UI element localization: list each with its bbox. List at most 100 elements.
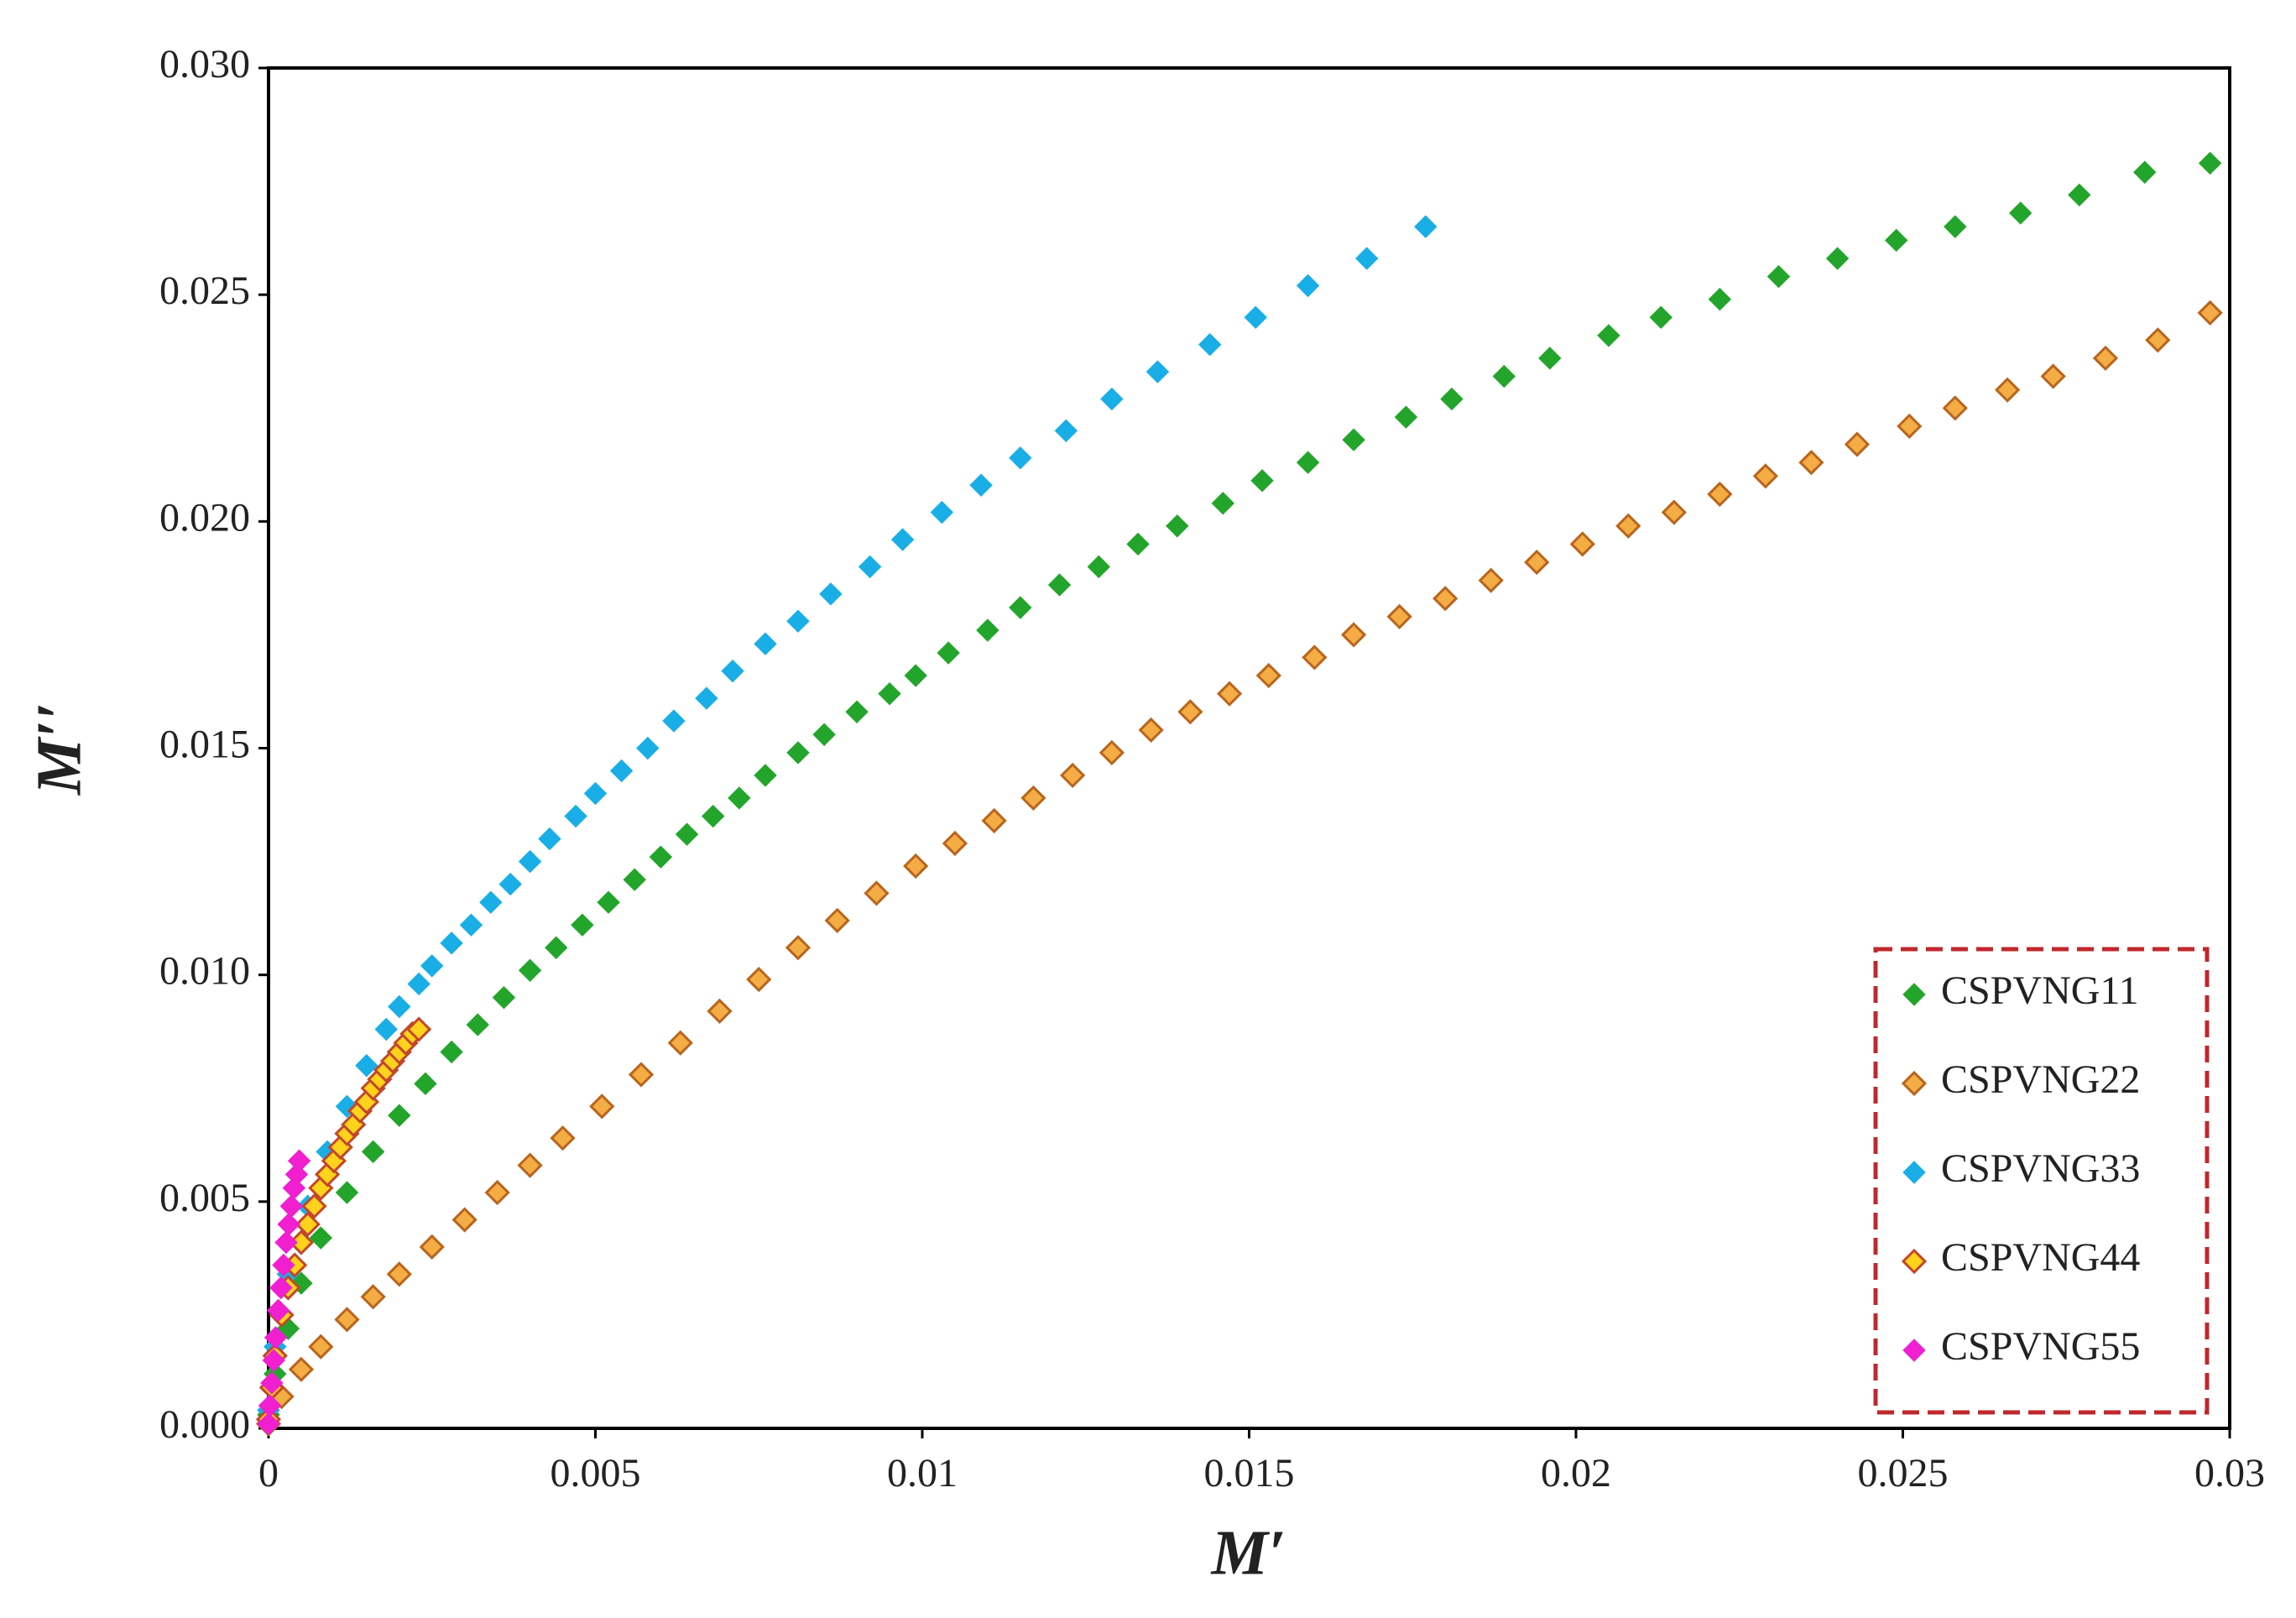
point (824, 907, 850, 933)
point (414, 1072, 437, 1096)
point (746, 966, 772, 993)
point (269, 1276, 293, 1300)
point (1615, 513, 1641, 539)
point (937, 641, 960, 665)
point (1432, 586, 1458, 612)
point (707, 998, 733, 1025)
series (257, 215, 1438, 1422)
y-tick-label: 0.015 (159, 723, 250, 767)
series (255, 300, 2223, 1437)
point (904, 664, 927, 687)
point (969, 473, 993, 497)
point (451, 1207, 477, 1233)
point (819, 582, 843, 606)
y-axis-title: M′′ (23, 702, 94, 796)
point (721, 659, 744, 683)
legend-marker (1902, 1161, 1926, 1184)
point (1844, 431, 1871, 457)
point (287, 1149, 311, 1172)
legend-marker (1901, 1070, 1928, 1097)
point (564, 804, 587, 828)
point (1255, 662, 1281, 689)
point (583, 781, 608, 806)
point (266, 1298, 290, 1323)
y-tick-label: 0.010 (159, 949, 250, 994)
plot-frame (267, 66, 2231, 1430)
point (812, 723, 836, 746)
point (2068, 183, 2091, 207)
x-tick-label: 0 (258, 1451, 279, 1495)
point (636, 736, 660, 760)
point (2145, 327, 2171, 353)
point (274, 1230, 298, 1255)
point (334, 1307, 360, 1333)
point (260, 1371, 284, 1395)
legend-label: CSPVNG55 (1941, 1324, 2140, 1369)
point (1296, 274, 1320, 298)
point (1825, 247, 1850, 270)
legend-marker (1901, 1248, 1928, 1275)
point (1060, 762, 1086, 789)
point (2092, 345, 2119, 371)
point (1342, 428, 1365, 451)
x-tick-label: 0.01 (887, 1451, 958, 1495)
point (1198, 332, 1222, 357)
point (1054, 419, 1078, 442)
point (518, 849, 542, 874)
x-tick-label: 0.02 (1541, 1451, 1611, 1495)
point (1944, 215, 1967, 238)
point (589, 1093, 615, 1120)
legend-label: CSPVNG44 (1941, 1235, 2140, 1280)
point (1177, 699, 1203, 725)
point (484, 1179, 510, 1206)
point (258, 1394, 282, 1417)
point (1597, 324, 1620, 347)
point (1649, 305, 1672, 329)
point (288, 1356, 315, 1382)
point (571, 913, 594, 937)
point (728, 786, 751, 810)
legend-marker (1902, 983, 1926, 1006)
point (628, 1062, 655, 1088)
point (662, 709, 686, 733)
point (878, 681, 901, 706)
point (308, 1334, 334, 1360)
point (406, 1016, 432, 1042)
point (1707, 481, 1733, 508)
point (492, 985, 516, 1010)
point (597, 890, 620, 914)
point (407, 972, 430, 996)
point (1752, 463, 1779, 489)
point (295, 1211, 321, 1237)
point (667, 1030, 693, 1056)
point (1244, 305, 1267, 329)
x-tick-label: 0.03 (2194, 1451, 2265, 1495)
point (1020, 785, 1046, 812)
point (1211, 492, 1235, 515)
point (785, 935, 811, 961)
x-tick-label: 0.025 (1858, 1451, 1949, 1495)
y-tick-label: 0.025 (159, 269, 250, 313)
point (1414, 215, 1438, 238)
point (649, 845, 673, 869)
point (1394, 405, 1418, 429)
point (1138, 717, 1164, 744)
point (1885, 228, 1908, 253)
legend-box (1873, 947, 2210, 1415)
point (1217, 681, 1243, 707)
legend-label: CSPVNG33 (1941, 1146, 2140, 1191)
y-tick-label: 0.005 (159, 1176, 250, 1220)
point (1492, 364, 1516, 389)
point (2197, 300, 2223, 326)
point (264, 1326, 288, 1349)
point (1087, 555, 1111, 579)
point (981, 807, 1007, 834)
point (355, 1054, 378, 1078)
point (1524, 549, 1550, 576)
point (279, 1194, 303, 1218)
point (545, 936, 568, 959)
x-tick-label: 0.005 (551, 1451, 641, 1495)
series (257, 151, 2222, 1427)
